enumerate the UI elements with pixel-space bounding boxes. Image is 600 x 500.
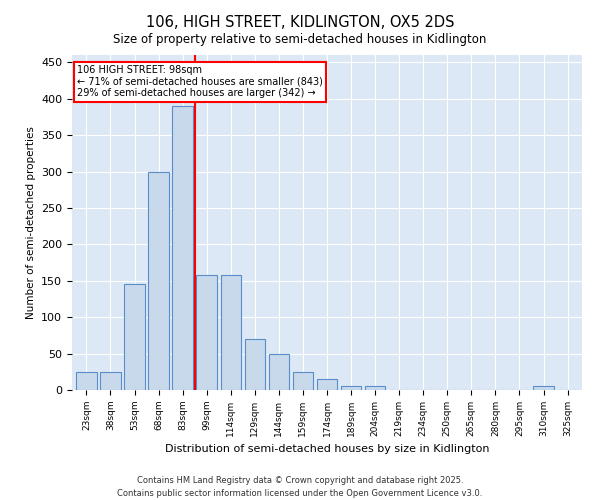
Bar [317,379,337,390]
Bar [172,106,193,390]
Bar [196,275,217,390]
Text: 106 HIGH STREET: 98sqm
← 71% of semi-detached houses are smaller (843)
29% of se: 106 HIGH STREET: 98sqm ← 71% of semi-det… [77,65,323,98]
Bar [221,275,241,390]
Bar [100,372,121,390]
Bar [269,354,289,390]
Bar [365,386,385,390]
Bar [245,339,265,390]
Text: Size of property relative to semi-detached houses in Kidlington: Size of property relative to semi-detach… [113,32,487,46]
Bar [148,172,169,390]
X-axis label: Distribution of semi-detached houses by size in Kidlington: Distribution of semi-detached houses by … [165,444,489,454]
Text: 106, HIGH STREET, KIDLINGTON, OX5 2DS: 106, HIGH STREET, KIDLINGTON, OX5 2DS [146,15,454,30]
Bar [124,284,145,390]
Bar [533,386,554,390]
Bar [76,372,97,390]
Bar [293,372,313,390]
Y-axis label: Number of semi-detached properties: Number of semi-detached properties [26,126,35,319]
Bar [341,386,361,390]
Text: Contains HM Land Registry data © Crown copyright and database right 2025.
Contai: Contains HM Land Registry data © Crown c… [118,476,482,498]
